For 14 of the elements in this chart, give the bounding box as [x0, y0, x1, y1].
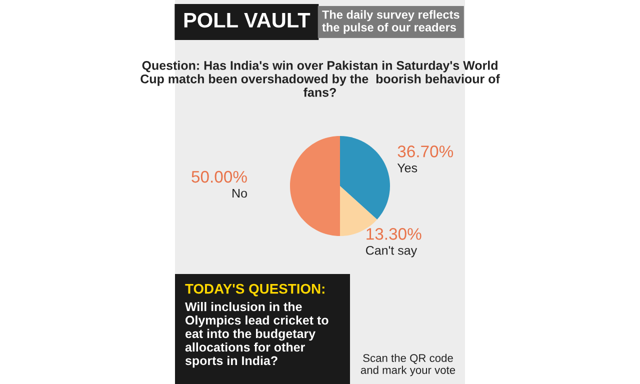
chart-subtitle: The daily survey reflects the pulse of our readers [322, 10, 460, 34]
data-label: 36.70% [398, 146, 454, 158]
text: TODAY'S QUESTION: [185, 284, 324, 296]
text: Scan the QR code and mark your vote [360, 354, 456, 376]
data-label: 13.30% [366, 228, 422, 240]
data-label: 50.00% [192, 170, 247, 183]
chart-title: POLL VAULT [184, 12, 310, 28]
slice-label: No [232, 188, 247, 198]
slice-label: Yes [397, 164, 418, 172]
pie-slice [340, 136, 390, 220]
text: Question: Has India's win over Pakistan in Saturday's World Cup match been overshadowed by the boorish behaviour of fans? [140, 60, 500, 97]
text: Will inclusion in the Olympics lead cricket to eat into the budgetary allocations for other sports in India? [185, 302, 328, 368]
slice-label: Can't say [366, 246, 418, 258]
pie-slice [290, 136, 340, 236]
